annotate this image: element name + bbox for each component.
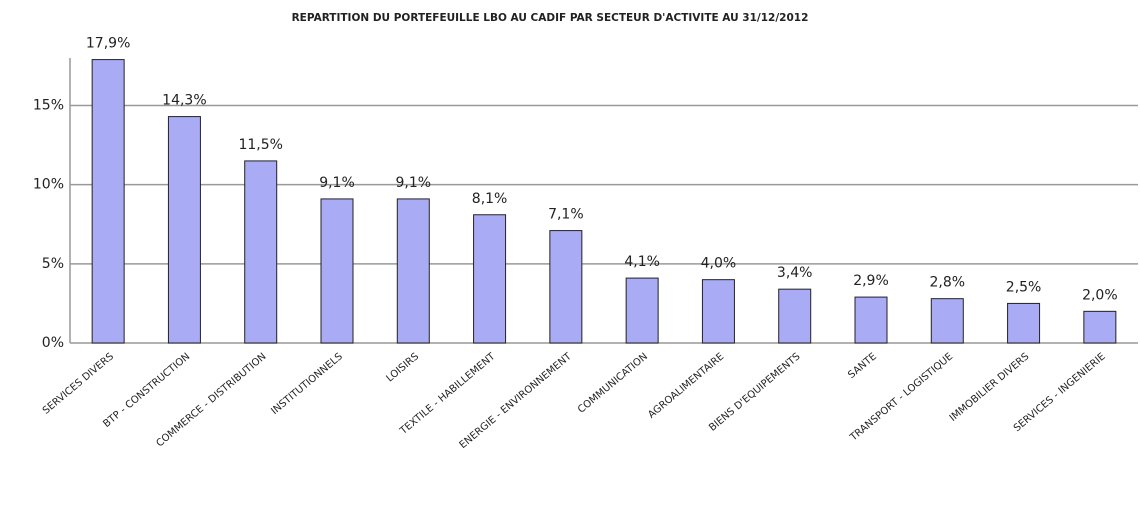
bar (854, 296, 888, 344)
value-label: 9,1% (395, 175, 431, 191)
bar (701, 279, 735, 344)
bar (778, 288, 812, 344)
x-tick-label: SANTE (846, 351, 879, 381)
bar (549, 230, 583, 344)
bar (1083, 310, 1117, 344)
y-tick-label: 5% (42, 256, 64, 272)
value-label: 17,9% (86, 36, 130, 52)
value-label: 3,4% (777, 265, 813, 281)
x-tick-label: IMMOBILIER DIVERS (948, 351, 1032, 424)
value-label: 14,3% (162, 93, 206, 109)
y-tick-label: 0% (42, 335, 64, 351)
x-tick-label: INSTITUTIONNELS (269, 351, 345, 417)
value-label: 2,5% (1006, 279, 1042, 295)
value-label: 2,8% (929, 275, 965, 291)
bar (167, 116, 201, 344)
bar (244, 160, 278, 344)
x-tick-label: BTP - CONSTRUCTION (101, 351, 192, 430)
value-label: 4,1% (624, 254, 660, 270)
x-tick-label: LOISIRS (384, 351, 421, 384)
value-label: 4,0% (701, 256, 737, 272)
bar (320, 198, 354, 344)
bar (91, 59, 125, 344)
bar (930, 298, 964, 344)
bar (1007, 302, 1041, 344)
x-tick-label: SERVICES DIVERS (41, 351, 116, 417)
chart-title: REPARTITION DU PORTEFEUILLE LBO AU CADIF… (292, 12, 809, 24)
value-label: 7,1% (548, 207, 584, 223)
bar (473, 214, 507, 344)
x-tick-label: AGROALIMENTAIRE (646, 351, 726, 421)
y-tick-label: 10% (33, 177, 64, 193)
value-label: 11,5% (238, 137, 282, 153)
value-label: 2,0% (1082, 287, 1118, 303)
value-label: 2,9% (853, 273, 889, 289)
x-tick-label: COMMUNICATION (576, 351, 650, 416)
bar (625, 277, 659, 344)
value-label: 8,1% (472, 191, 508, 207)
y-tick-label: 15% (33, 98, 64, 114)
bar (396, 198, 430, 344)
value-label: 9,1% (319, 175, 355, 191)
